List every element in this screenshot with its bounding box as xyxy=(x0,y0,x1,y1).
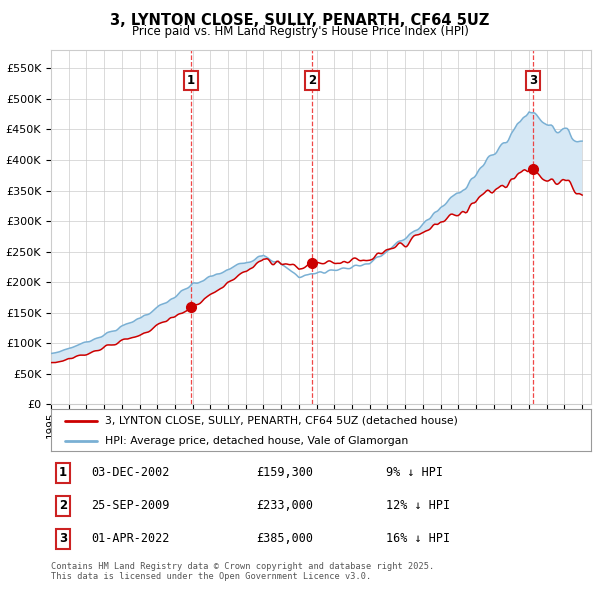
Text: 3: 3 xyxy=(529,74,538,87)
Text: £385,000: £385,000 xyxy=(256,532,313,546)
Text: 1: 1 xyxy=(187,74,195,87)
Text: 25-SEP-2009: 25-SEP-2009 xyxy=(91,499,170,513)
Text: Contains HM Land Registry data © Crown copyright and database right 2025.
This d: Contains HM Land Registry data © Crown c… xyxy=(51,562,434,581)
Text: 3, LYNTON CLOSE, SULLY, PENARTH, CF64 5UZ (detached house): 3, LYNTON CLOSE, SULLY, PENARTH, CF64 5U… xyxy=(105,416,458,426)
Text: 12% ↓ HPI: 12% ↓ HPI xyxy=(386,499,450,513)
Text: 3: 3 xyxy=(59,532,67,546)
Text: 01-APR-2022: 01-APR-2022 xyxy=(91,532,170,546)
Text: HPI: Average price, detached house, Vale of Glamorgan: HPI: Average price, detached house, Vale… xyxy=(105,436,408,445)
Text: 1: 1 xyxy=(59,466,67,480)
Text: 2: 2 xyxy=(59,499,67,513)
Text: 3, LYNTON CLOSE, SULLY, PENARTH, CF64 5UZ: 3, LYNTON CLOSE, SULLY, PENARTH, CF64 5U… xyxy=(110,13,490,28)
Text: 16% ↓ HPI: 16% ↓ HPI xyxy=(386,532,450,546)
Text: 9% ↓ HPI: 9% ↓ HPI xyxy=(386,466,443,480)
Text: 03-DEC-2002: 03-DEC-2002 xyxy=(91,466,170,480)
Text: Price paid vs. HM Land Registry's House Price Index (HPI): Price paid vs. HM Land Registry's House … xyxy=(131,25,469,38)
Text: 2: 2 xyxy=(308,74,316,87)
Text: £159,300: £159,300 xyxy=(256,466,313,480)
Text: £233,000: £233,000 xyxy=(256,499,313,513)
